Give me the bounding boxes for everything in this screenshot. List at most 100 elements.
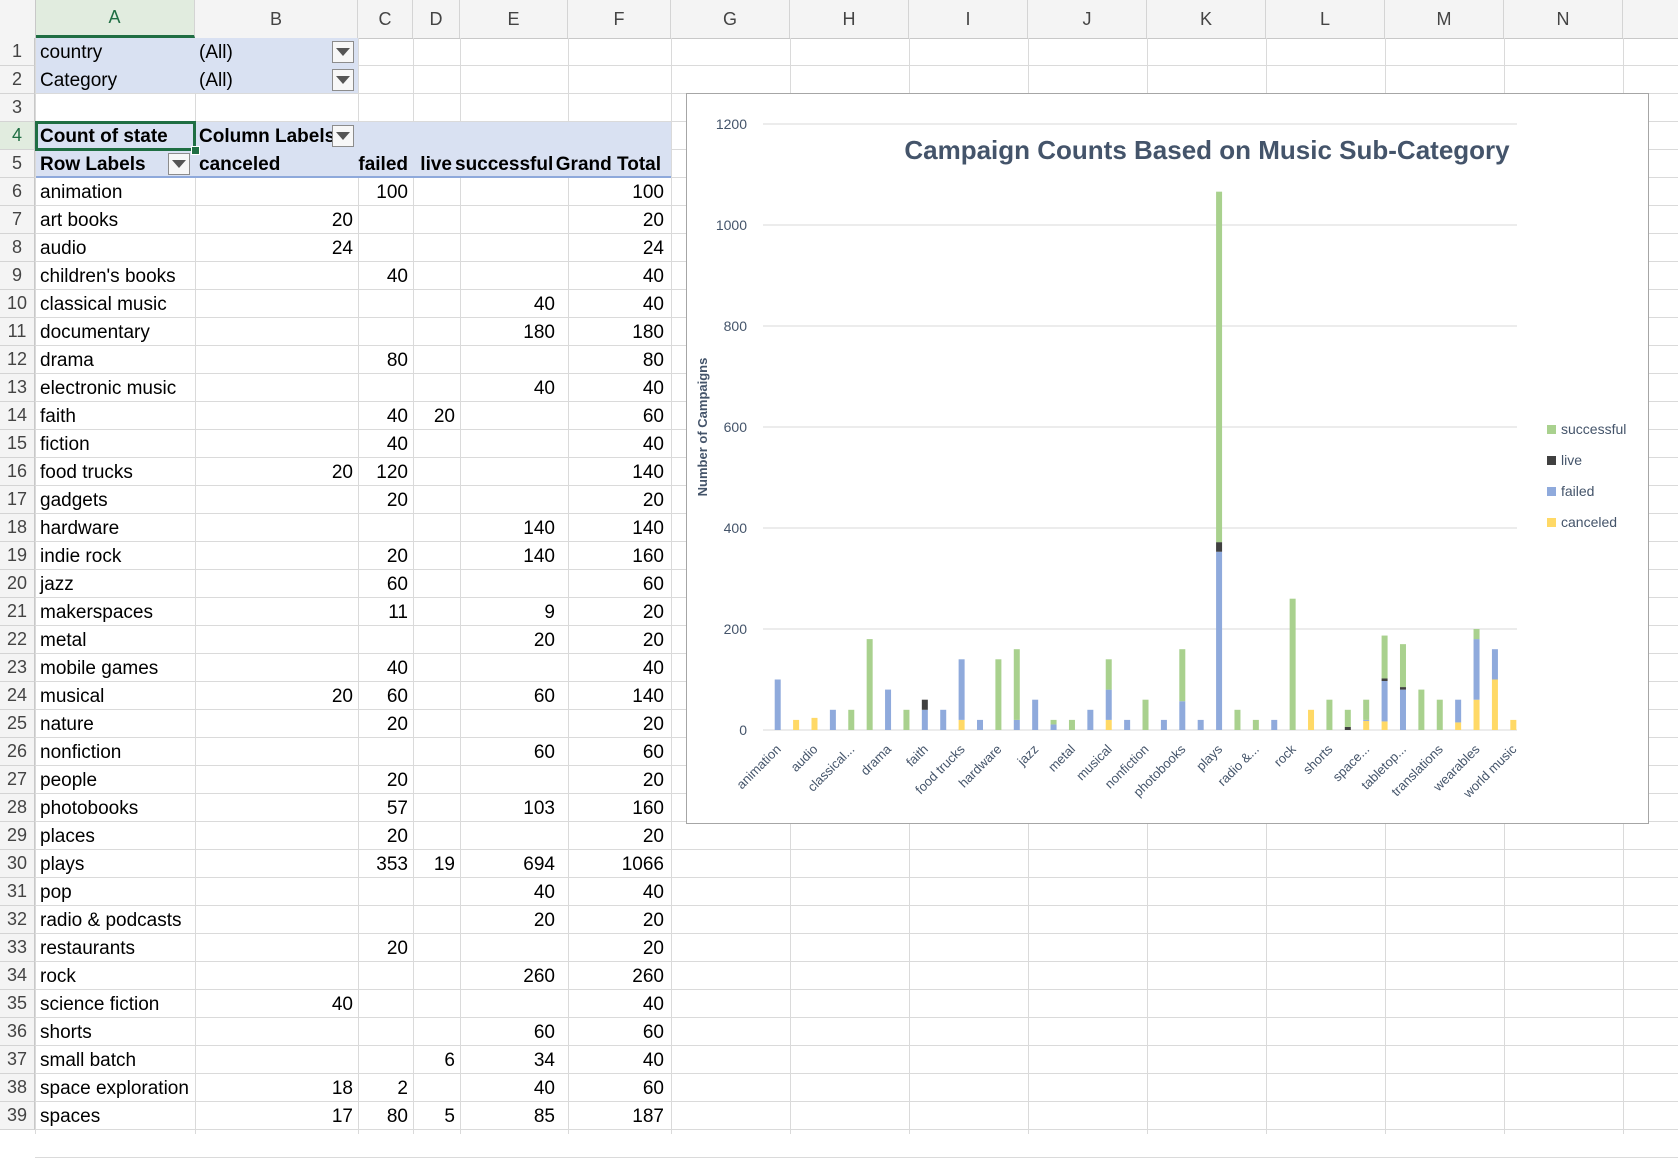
pivot-cell-live[interactable]	[375, 739, 455, 767]
pivot-cell-successful[interactable]	[475, 179, 555, 207]
pivot-cell-failed[interactable]: 11	[388, 602, 408, 623]
pivot-row-label[interactable]: fiction	[40, 434, 90, 455]
pivot-cell-live[interactable]	[375, 263, 455, 291]
pivot-cell-successful[interactable]: 180	[523, 322, 555, 343]
row-header-18[interactable]: 18	[0, 514, 35, 542]
row-header-39[interactable]: 39	[0, 1102, 35, 1130]
pivot-cell-failed[interactable]: 40	[386, 434, 408, 455]
pivot-cell-total[interactable]: 40	[642, 882, 664, 903]
pivot-cell-live[interactable]	[375, 963, 455, 991]
pivot-cell-successful[interactable]: 694	[523, 854, 555, 875]
row-header-25[interactable]: 25	[0, 710, 35, 738]
column-header-b[interactable]: B	[195, 0, 358, 38]
pivot-cell-successful[interactable]: 40	[533, 882, 555, 903]
pivot-cell-successful[interactable]: 20	[533, 910, 555, 931]
pivot-cell-total[interactable]: 180	[632, 322, 664, 343]
pivot-cell-canceled[interactable]: 20	[331, 462, 353, 483]
pivot-cell-successful[interactable]: 34	[533, 1050, 555, 1071]
row-header-19[interactable]: 19	[0, 542, 35, 570]
fill-handle[interactable]	[191, 146, 200, 155]
pivot-row-label[interactable]: spaces	[40, 1106, 101, 1127]
pivot-cell-successful[interactable]	[475, 431, 555, 459]
pivot-cell-successful[interactable]: 40	[533, 294, 555, 315]
row-header-5[interactable]: 5	[0, 150, 35, 178]
pivot-cell-total[interactable]: 140	[632, 462, 664, 483]
pivot-cell-live[interactable]	[375, 179, 455, 207]
pivot-cell-total[interactable]: 60	[642, 1022, 664, 1043]
pivot-cell-total[interactable]: 60	[642, 406, 664, 427]
pivot-value-header[interactable]: Count of state	[40, 126, 168, 147]
pivot-cell-successful[interactable]: 60	[533, 1022, 555, 1043]
pivot-row-label[interactable]: classical music	[40, 294, 167, 315]
stacked-bar-chart[interactable]: 0 200 400 600 800 1000 1200 Campaign Counts Bas…	[686, 93, 1649, 824]
pivot-row-label[interactable]: hardware	[40, 518, 120, 539]
pivot-cell-total[interactable]: 140	[632, 686, 664, 707]
row-header-13[interactable]: 13	[0, 374, 35, 402]
pivot-cell-successful[interactable]: 260	[523, 966, 555, 987]
row-header-8[interactable]: 8	[0, 234, 35, 262]
pivot-cell-live[interactable]	[375, 823, 455, 851]
column-header-i[interactable]: I	[909, 0, 1028, 38]
pivot-cell-failed[interactable]: 40	[386, 658, 408, 679]
pivot-cell-live[interactable]	[375, 627, 455, 655]
row-header-15[interactable]: 15	[0, 430, 35, 458]
row-header-2[interactable]: 2	[0, 66, 35, 94]
pivot-cell-total[interactable]: 20	[642, 630, 664, 651]
pivot-cell-failed[interactable]: 20	[386, 826, 408, 847]
pivot-cell-failed[interactable]: 40	[386, 406, 408, 427]
column-header-k[interactable]: K	[1147, 0, 1266, 38]
pivot-cell-successful[interactable]	[475, 991, 555, 1019]
pivot-row-label[interactable]: food trucks	[40, 462, 133, 483]
row-header-6[interactable]: 6	[0, 178, 35, 206]
pivot-cell-total[interactable]: 20	[642, 210, 664, 231]
row-header-28[interactable]: 28	[0, 794, 35, 822]
pivot-row-label[interactable]: rock	[40, 966, 76, 987]
pivot-cell-live[interactable]	[375, 683, 455, 711]
pivot-cell-failed[interactable]: 353	[376, 854, 408, 875]
pivot-row-label[interactable]: faith	[40, 406, 76, 427]
row-header-38[interactable]: 38	[0, 1074, 35, 1102]
pivot-cell-live[interactable]	[375, 879, 455, 907]
row-header-20[interactable]: 20	[0, 570, 35, 598]
pivot-cell-live[interactable]	[375, 207, 455, 235]
pivot-cell-successful[interactable]	[475, 459, 555, 487]
pivot-cell-successful[interactable]	[475, 655, 555, 683]
pivot-row-label[interactable]: places	[40, 826, 95, 847]
pivot-cell-live[interactable]: 6	[444, 1050, 455, 1071]
pivot-cell-successful[interactable]: 40	[533, 1078, 555, 1099]
filter-value-category[interactable]: (All)	[199, 70, 233, 91]
pivot-cell-total[interactable]: 20	[642, 826, 664, 847]
pivot-cell-live[interactable]	[375, 907, 455, 935]
pivot-cell-successful[interactable]: 40	[533, 378, 555, 399]
pivot-row-label[interactable]: documentary	[40, 322, 150, 343]
pivot-cell-total[interactable]: 40	[642, 294, 664, 315]
pivot-cell-successful[interactable]: 140	[523, 546, 555, 567]
pivot-cell-successful[interactable]: 103	[523, 798, 555, 819]
pivot-cell-canceled[interactable]: 40	[331, 994, 353, 1015]
pivot-row-label[interactable]: nature	[40, 714, 94, 735]
pivot-cell-total[interactable]: 60	[642, 1078, 664, 1099]
pivot-cell-successful[interactable]	[475, 571, 555, 599]
pivot-cell-total[interactable]: 160	[632, 798, 664, 819]
pivot-cell-successful[interactable]	[475, 767, 555, 795]
row-header-4[interactable]: 4	[0, 122, 35, 150]
pivot-cell-total[interactable]: 60	[642, 742, 664, 763]
pivot-row-label[interactable]: small batch	[40, 1050, 137, 1071]
pivot-cell-successful[interactable]: 9	[544, 602, 555, 623]
pivot-cell-total[interactable]: 40	[642, 266, 664, 287]
pivot-cell-failed[interactable]: 20	[386, 546, 408, 567]
pivot-cell-total[interactable]: 160	[632, 546, 664, 567]
row-header-1[interactable]: 1	[0, 38, 35, 66]
country-filter-dropdown[interactable]	[332, 41, 354, 63]
pivot-cell-total[interactable]: 40	[642, 434, 664, 455]
pivot-cell-failed[interactable]: 60	[386, 686, 408, 707]
pivot-cell-failed[interactable]: 40	[386, 266, 408, 287]
pivot-cell-failed[interactable]: 100	[376, 182, 408, 203]
row-header-22[interactable]: 22	[0, 626, 35, 654]
pivot-row-label[interactable]: electronic music	[40, 378, 177, 399]
pivot-row-label[interactable]: metal	[40, 630, 87, 651]
pivot-cell-total[interactable]: 20	[642, 714, 664, 735]
pivot-row-label[interactable]: animation	[40, 182, 123, 203]
pivot-cell-canceled[interactable]: 18	[331, 1078, 353, 1099]
